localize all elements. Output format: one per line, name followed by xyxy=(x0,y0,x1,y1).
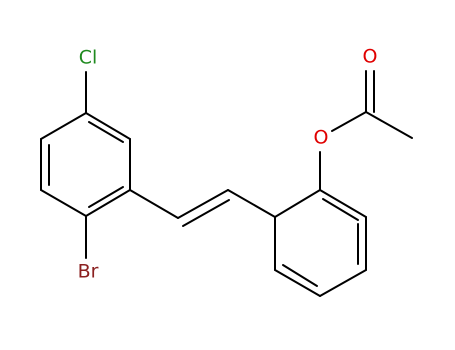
bond-inner xyxy=(282,264,318,287)
bond-inner xyxy=(322,198,359,221)
bond xyxy=(85,112,131,140)
bond xyxy=(85,189,131,217)
atom-label: O xyxy=(314,127,329,149)
bond xyxy=(274,269,321,297)
bond xyxy=(177,189,229,219)
bond-inner xyxy=(88,186,124,208)
atom-label: Br xyxy=(78,261,99,283)
atom-label: Cl xyxy=(79,47,98,69)
bond xyxy=(227,189,276,218)
bonds xyxy=(40,70,413,297)
bond-inner xyxy=(182,199,230,227)
atom-label: O xyxy=(363,46,378,68)
bond xyxy=(319,189,367,218)
bond xyxy=(129,189,179,219)
bond xyxy=(365,111,413,139)
bond xyxy=(319,269,367,297)
bond-inner xyxy=(88,121,124,143)
bond xyxy=(274,189,321,218)
bond xyxy=(40,189,87,217)
bond xyxy=(331,111,367,132)
bond xyxy=(40,112,87,140)
